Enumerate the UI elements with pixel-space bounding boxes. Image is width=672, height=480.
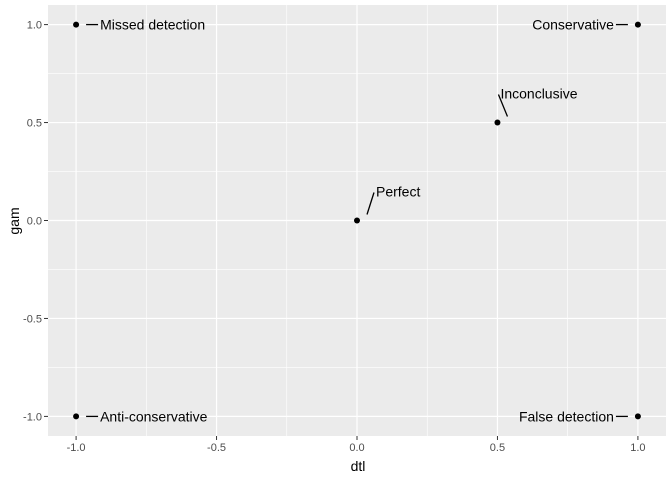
x-tick-label: -0.5	[207, 442, 226, 454]
y-axis-ticks: -1.0 -0.5 0.0 0.5 1.0	[23, 20, 48, 423]
data-point	[634, 21, 641, 28]
y-tick-label: -0.5	[23, 313, 42, 325]
y-tick-label: -1.0	[23, 411, 42, 423]
label-leader-lines	[86, 23, 628, 418]
x-tick-label: -1.0	[67, 442, 86, 454]
x-axis-ticks: -1.0 -0.5 0.0 0.5 1.0	[67, 436, 646, 454]
point-label: Conservative	[532, 17, 614, 33]
y-tick-label: 0.0	[27, 216, 42, 228]
x-axis-title: dtl	[351, 458, 366, 474]
data-point	[354, 217, 360, 224]
data-point	[73, 413, 80, 420]
point-label: Inconclusive	[500, 86, 577, 102]
y-tick-label: 1.0	[27, 20, 42, 32]
point-label: Anti-conservative	[100, 408, 208, 424]
x-tick-label: 1.0	[630, 442, 645, 454]
point-label: Perfect	[376, 184, 420, 200]
data-point	[73, 21, 80, 28]
y-axis-title: gam	[6, 207, 22, 234]
x-tick-label: 0.5	[490, 442, 505, 454]
data-point	[494, 119, 501, 126]
data-point	[634, 413, 641, 420]
x-tick-label: 0.0	[349, 442, 364, 454]
point-labels: Missed detection Conservative Inconclusive…	[100, 17, 614, 425]
y-tick-label: 0.5	[27, 118, 42, 130]
data-points	[73, 21, 641, 420]
point-label: Missed detection	[100, 17, 205, 33]
point-label: False detection	[519, 408, 614, 424]
leader-line	[497, 94, 509, 117]
leader-line	[366, 192, 375, 215]
